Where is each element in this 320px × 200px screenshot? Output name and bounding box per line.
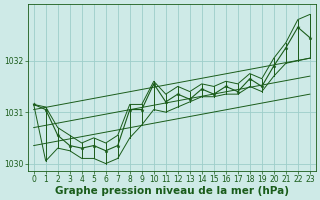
X-axis label: Graphe pression niveau de la mer (hPa): Graphe pression niveau de la mer (hPa) — [55, 186, 289, 196]
